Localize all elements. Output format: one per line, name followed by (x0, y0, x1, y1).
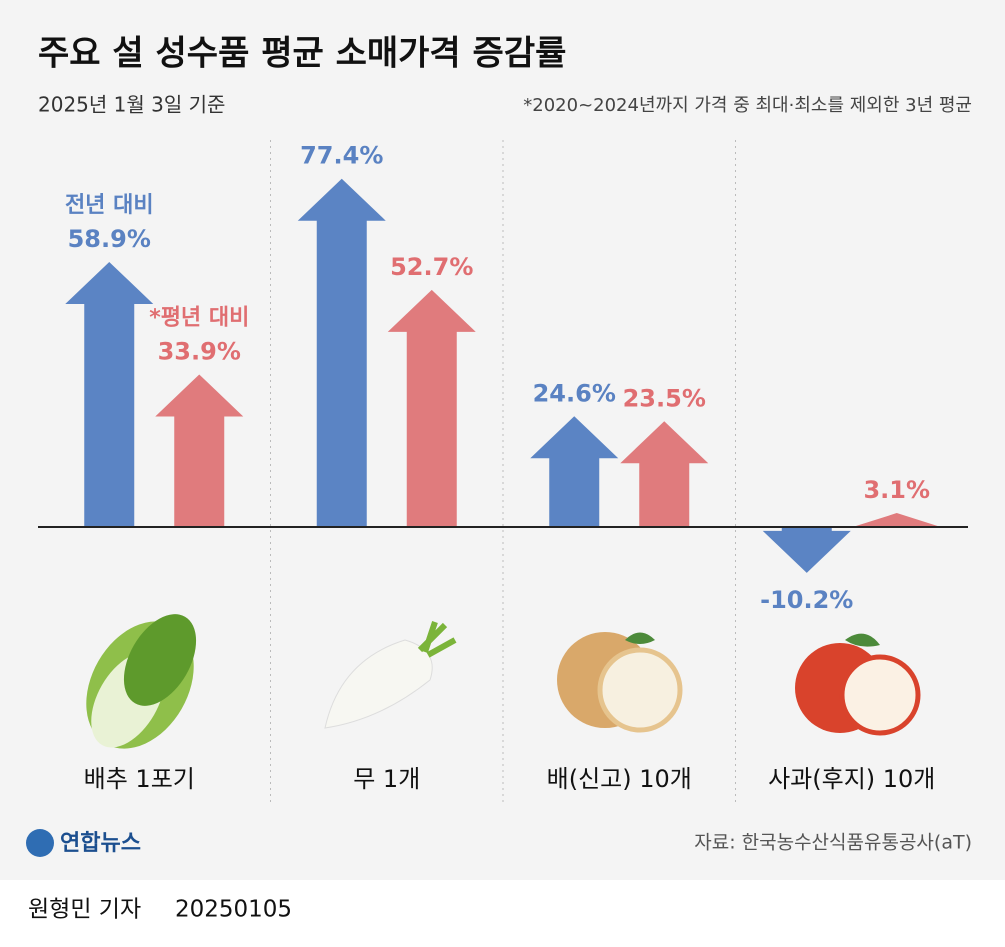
arrow-bar (297, 178, 386, 527)
arrow-bar (762, 527, 851, 573)
x-tick-label: 배추 1포기 (84, 765, 195, 793)
value-label: -10.2% (760, 586, 853, 614)
logo: 연합뉴스 (26, 829, 141, 857)
apple (795, 633, 921, 736)
x-tick-label: 사과(후지) 10개 (768, 765, 935, 793)
subtitle: 2025년 1월 3일 기준 (38, 93, 225, 117)
value-label: 33.9% (158, 337, 241, 365)
arrow-bar (155, 374, 244, 527)
arrow-bar (65, 261, 154, 527)
arrow-bar (530, 416, 619, 527)
source: 자료: 한국농수산식품유통공사(aT) (694, 832, 972, 854)
date: 20250105 (175, 897, 292, 923)
illustrations (86, 614, 921, 749)
chart-title: 주요 설 성수품 평균 소매가격 증감률 (38, 34, 566, 74)
logo-mark (26, 829, 54, 857)
legend-label: *평년 대비 (149, 305, 249, 330)
radish (324, 621, 457, 729)
logo-text: 연합뉴스 (60, 830, 141, 856)
legend-label: 전년 대비 (65, 193, 154, 218)
arrow-bar (852, 513, 941, 527)
pear (557, 632, 683, 733)
arrow-bar (387, 289, 476, 527)
x-tick-label: 무 1개 (353, 765, 420, 793)
value-label: 77.4% (300, 142, 383, 170)
value-label: 58.9% (68, 225, 151, 253)
arrow-bar (620, 421, 709, 527)
byline: 원형민 기자 (28, 897, 141, 923)
cabbage (86, 614, 197, 749)
value-label: 3.1% (863, 476, 930, 504)
value-label: 52.7% (390, 253, 473, 281)
x-tick-label: 배(신고) 10개 (547, 765, 692, 793)
note: *2020~2024년까지 가격 중 최대·최소를 제외한 3년 평균 (523, 95, 972, 116)
value-label: 23.5% (623, 384, 706, 412)
value-label: 24.6% (533, 379, 616, 407)
